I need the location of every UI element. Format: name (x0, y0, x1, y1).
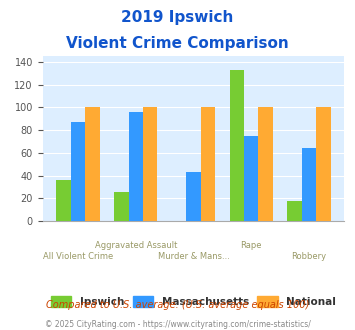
Bar (258, 107, 273, 221)
Text: 2019 Ipswich: 2019 Ipswich (121, 10, 234, 25)
Bar (244, 136, 258, 221)
Bar (85, 107, 100, 221)
Text: © 2025 CityRating.com - https://www.cityrating.com/crime-statistics/: © 2025 CityRating.com - https://www.city… (45, 320, 310, 329)
Bar (201, 107, 215, 221)
Bar (302, 148, 316, 221)
Text: Rape: Rape (240, 241, 262, 249)
Bar (129, 112, 143, 221)
Legend: Ipswich, Massachusetts, National: Ipswich, Massachusetts, National (47, 292, 340, 312)
Bar (56, 180, 71, 221)
Text: Violent Crime Comparison: Violent Crime Comparison (66, 36, 289, 51)
Text: Robbery: Robbery (291, 252, 327, 261)
Bar (186, 172, 201, 221)
Text: Compared to U.S. average. (U.S. average equals 100): Compared to U.S. average. (U.S. average … (46, 300, 309, 310)
Bar (287, 201, 302, 221)
Text: Murder & Mans...: Murder & Mans... (158, 252, 229, 261)
Bar (230, 70, 244, 221)
Bar (143, 107, 157, 221)
Bar (316, 107, 331, 221)
Text: All Violent Crime: All Violent Crime (43, 252, 113, 261)
Text: Aggravated Assault: Aggravated Assault (94, 241, 177, 249)
Bar (71, 122, 85, 221)
Bar (114, 191, 129, 221)
